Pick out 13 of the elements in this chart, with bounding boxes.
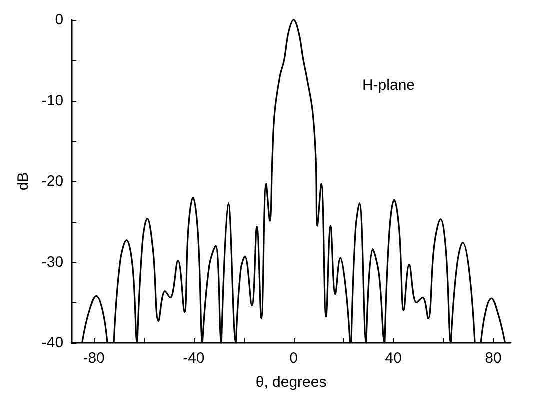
x-tick-label: 40 bbox=[385, 350, 402, 367]
x-tick-label: -40 bbox=[183, 350, 205, 367]
x-tick-label: -80 bbox=[83, 350, 105, 367]
y-tick-label: -20 bbox=[42, 173, 64, 190]
y-tick-label: -40 bbox=[42, 334, 64, 352]
x-tick-label: 80 bbox=[485, 350, 502, 367]
y-tick-label: 0 bbox=[55, 12, 64, 28]
y-tick-label: -30 bbox=[42, 254, 64, 271]
x-axis-title: θ, degrees bbox=[256, 374, 327, 391]
y-axis-title: dB bbox=[15, 172, 32, 191]
annotation: H-plane bbox=[362, 77, 415, 94]
x-tick-label: 0 bbox=[290, 350, 298, 367]
y-tick-label: -10 bbox=[42, 92, 64, 110]
